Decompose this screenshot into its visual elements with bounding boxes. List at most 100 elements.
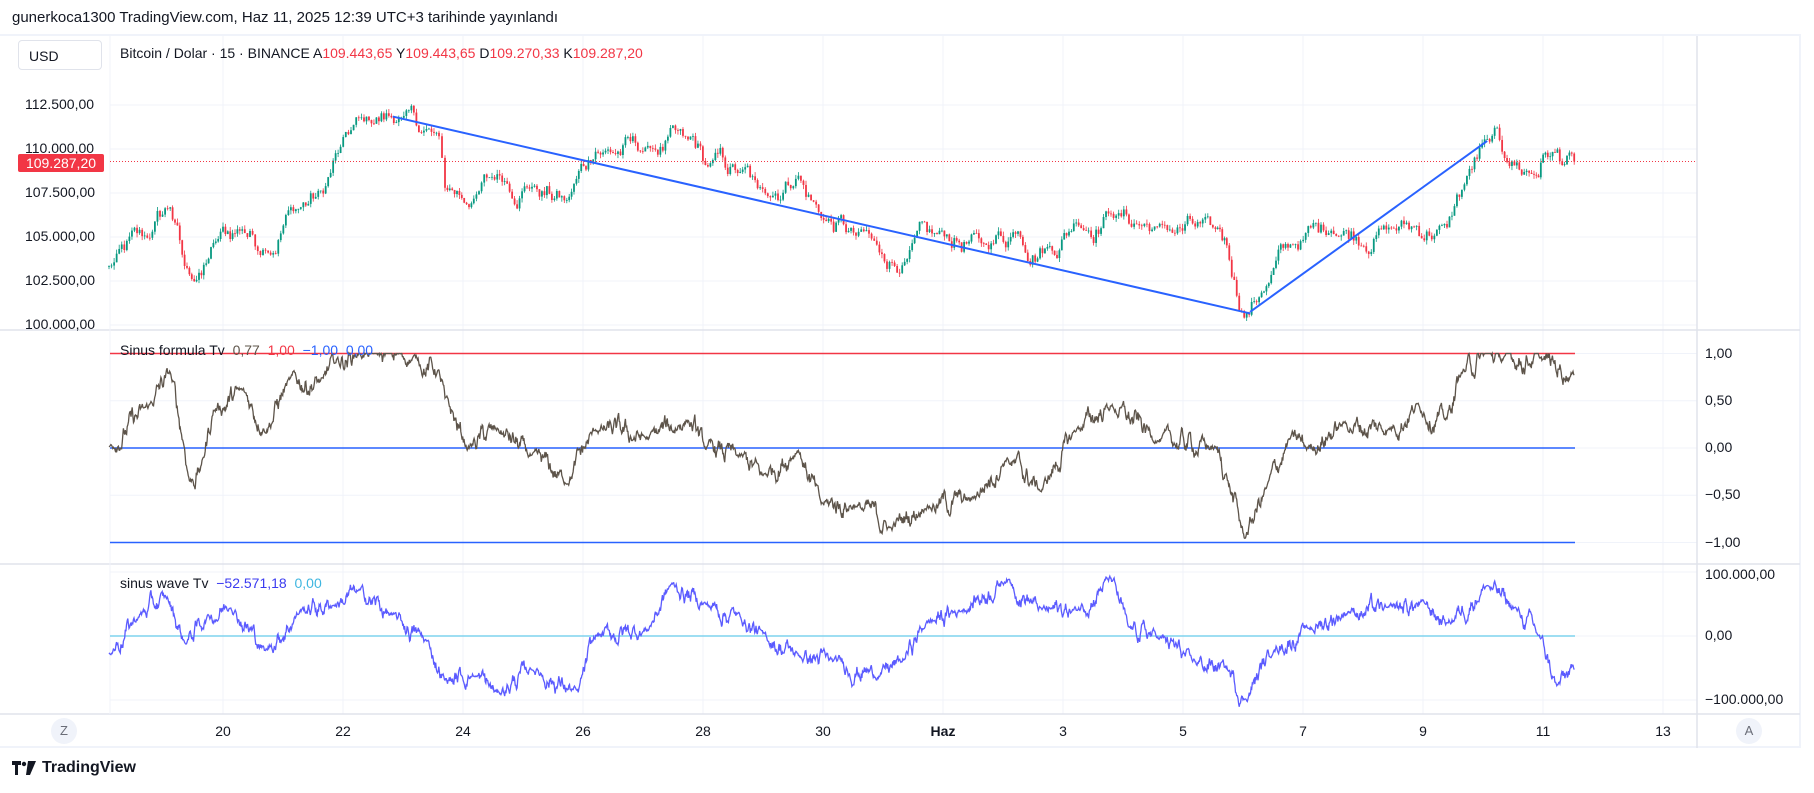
candle-down: [516, 204, 518, 209]
symbol-title[interactable]: Bitcoin / Dolar · 15 · BINANCE: [120, 45, 310, 61]
auto-scale-button[interactable]: A: [1736, 718, 1762, 744]
candle-down: [656, 149, 659, 155]
candle-up: [207, 258, 210, 264]
candle-up: [646, 145, 649, 148]
candle-down: [764, 188, 767, 194]
time-axis-label: 11: [1535, 723, 1551, 739]
candle-up: [1461, 189, 1463, 197]
candle-up: [1483, 139, 1486, 144]
candle-up: [908, 250, 911, 259]
candle-down: [174, 219, 176, 223]
candle-down: [1130, 223, 1133, 227]
candle-up: [1551, 151, 1554, 157]
candle-up: [1267, 283, 1270, 287]
candle-up: [1044, 248, 1046, 254]
candle-down: [1179, 227, 1181, 229]
candle-down: [1090, 230, 1093, 238]
candle-up: [840, 215, 842, 219]
candle-up: [1377, 228, 1380, 236]
candle-up: [570, 191, 573, 197]
indicator2-name[interactable]: sinus wave Tv: [120, 575, 209, 591]
candle-down: [1034, 255, 1037, 262]
candle-down: [817, 204, 820, 212]
candle-up: [133, 227, 136, 231]
candle-down: [891, 261, 893, 263]
candle-up: [282, 225, 285, 234]
currency-button[interactable]: USD: [18, 40, 102, 70]
candle-down: [1317, 222, 1320, 233]
candle-down: [453, 190, 456, 195]
candle-down: [1233, 276, 1236, 280]
candle-down: [1135, 223, 1138, 225]
candle-down: [1191, 218, 1194, 224]
candle-up: [664, 140, 667, 151]
candle-down: [1128, 214, 1130, 224]
ohlc-values: A109.443,65 Y109.443,65 D109.270,33 K109…: [313, 45, 643, 61]
candle-down: [1561, 161, 1564, 166]
candle-up: [1250, 301, 1253, 315]
candle-down: [1530, 172, 1533, 174]
candle-down: [460, 194, 463, 198]
candle-up: [344, 131, 347, 138]
candle-up: [731, 164, 734, 167]
candle-down: [368, 116, 370, 121]
candle-up: [1184, 224, 1186, 231]
candle-up: [1340, 235, 1343, 237]
candle-up: [1441, 225, 1443, 227]
candle-down: [661, 146, 664, 151]
time-axis-label: 24: [455, 723, 471, 739]
candle-down: [641, 151, 644, 153]
candle-up: [719, 147, 722, 154]
candle-up: [604, 150, 607, 153]
tradingview-logo[interactable]: TradingView: [12, 759, 136, 777]
candle-up: [294, 209, 297, 212]
candle-down: [726, 167, 729, 174]
candle-up: [1415, 225, 1418, 227]
candle-down: [893, 262, 896, 267]
candle-up: [1350, 231, 1353, 239]
candle-down: [985, 243, 988, 245]
indicator1-name[interactable]: Sinus formula Tv: [120, 342, 225, 358]
candle-down: [536, 185, 538, 190]
candle-down: [243, 229, 246, 234]
candle-up: [395, 122, 398, 124]
candle-up: [448, 188, 451, 191]
candle-down: [183, 254, 186, 266]
candle-down: [1056, 254, 1058, 259]
candle-down: [687, 136, 689, 140]
candle-down: [1146, 223, 1148, 225]
candle-down: [1357, 237, 1360, 246]
candle-up: [741, 169, 744, 172]
candle-down: [845, 224, 847, 233]
candle-down: [1498, 127, 1501, 140]
candle-down: [789, 185, 792, 189]
candle-up: [541, 191, 543, 197]
time-axis-label: 30: [815, 723, 831, 739]
candle-up: [1563, 164, 1566, 166]
candle-up: [1355, 237, 1358, 241]
candle-up: [575, 178, 578, 184]
candle-down: [444, 157, 446, 188]
time-axis-label: 13: [1655, 723, 1671, 739]
candle-down: [1573, 153, 1576, 162]
candle-down: [1365, 246, 1368, 252]
candle-down: [706, 165, 709, 167]
time-axis-label: 26: [575, 723, 591, 739]
candle-up: [607, 149, 609, 151]
candle-up: [1307, 226, 1310, 233]
candle-down: [1022, 236, 1024, 246]
candle-down: [528, 187, 531, 189]
candle-up: [1277, 249, 1280, 261]
candle-up: [1320, 224, 1322, 233]
candle-up: [131, 230, 133, 237]
candle-down: [1380, 228, 1383, 230]
candle-up: [1463, 184, 1466, 190]
candle-up: [594, 151, 597, 160]
candle-down: [1214, 227, 1217, 230]
candle-up: [120, 244, 123, 249]
candle-up: [1342, 230, 1345, 236]
candle-up: [435, 132, 438, 134]
timezone-button[interactable]: Z: [51, 718, 77, 744]
candle-down: [1322, 224, 1325, 231]
